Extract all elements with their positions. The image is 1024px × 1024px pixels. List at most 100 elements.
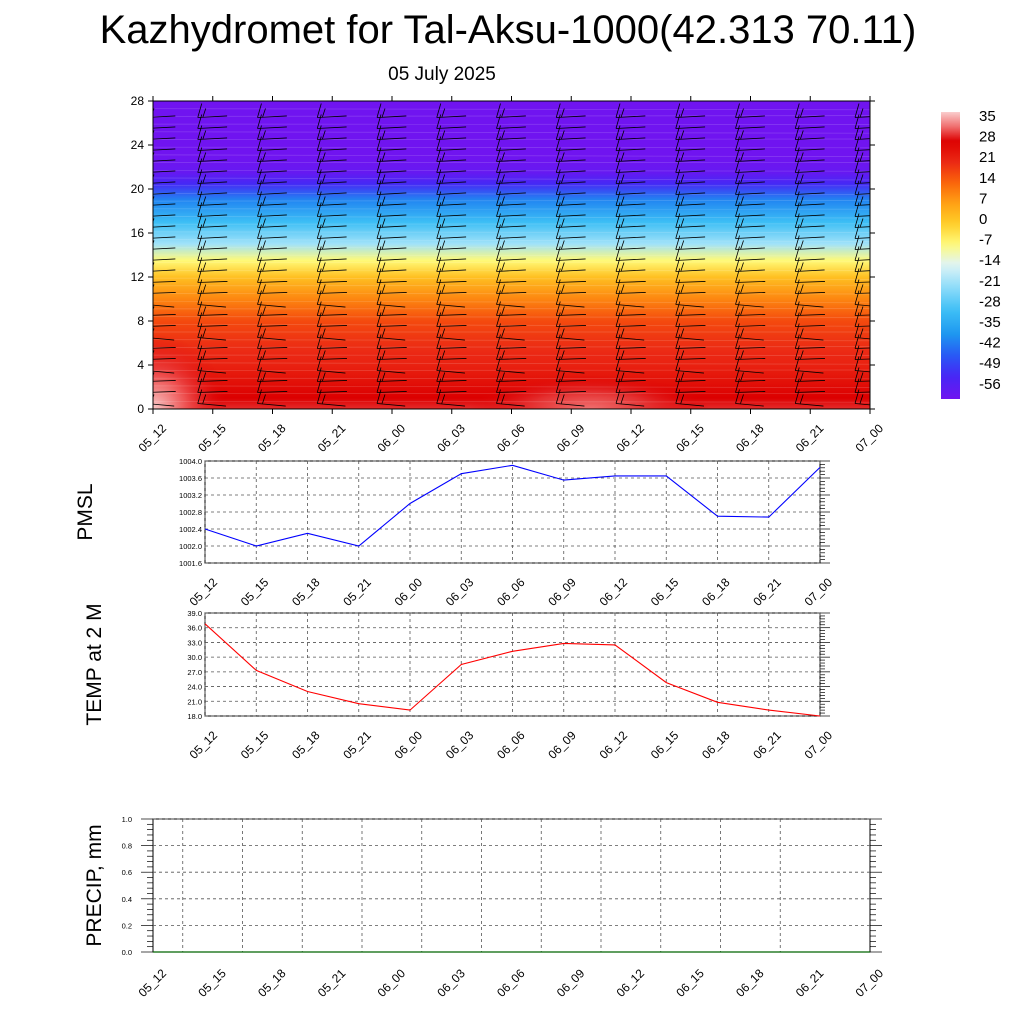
barb-flag	[376, 125, 382, 140]
barb-flag	[316, 323, 322, 338]
barb-flag	[316, 367, 322, 382]
barb-shaft	[257, 236, 287, 239]
barb-shaft	[496, 281, 527, 283]
barb-flag	[436, 191, 442, 206]
barb-flag	[197, 378, 203, 393]
barb-flag	[496, 257, 501, 272]
barb-flag	[854, 290, 860, 305]
y-tick-label: 36.0	[187, 624, 202, 633]
barb-flag	[202, 218, 207, 228]
barb-flag	[615, 103, 621, 118]
x-tick-label: 06_09	[545, 575, 579, 609]
barb-flag	[615, 323, 621, 338]
barb-shaft	[615, 337, 645, 341]
y-tick-label: 28	[131, 94, 145, 108]
barb-flag	[197, 202, 203, 217]
barb-flag	[680, 218, 685, 228]
barb-flag	[680, 262, 685, 272]
barb-flag	[854, 114, 860, 129]
x-tick-label: 05_15	[238, 728, 272, 762]
barb-flag	[202, 108, 207, 118]
barb-flag	[257, 290, 262, 305]
barb-flag	[675, 301, 681, 316]
barb-shaft	[795, 236, 825, 239]
barb-shaft	[496, 347, 527, 349]
barb-flag	[794, 213, 800, 228]
barb-shaft	[556, 325, 586, 327]
barb-shaft	[376, 170, 407, 173]
barb-flag	[197, 279, 203, 294]
barb-flag	[799, 350, 804, 360]
y-tick-label: 33.0	[187, 638, 202, 647]
barb-flag	[794, 125, 800, 140]
barb-flag	[321, 262, 326, 272]
barb-flag	[615, 378, 621, 393]
barb-shaft	[675, 337, 704, 341]
barb-shaft	[317, 126, 347, 129]
barb-flag	[555, 136, 561, 151]
barb-flag	[615, 301, 621, 316]
x-tick-label: 06_21	[793, 966, 827, 1000]
barb-flag	[740, 372, 744, 382]
barb-flag	[675, 158, 681, 173]
barb-flag	[615, 202, 621, 217]
barb-flag	[859, 130, 864, 140]
barb-shaft	[317, 391, 347, 393]
barb-shaft	[376, 258, 407, 261]
barb-flag	[146, 335, 150, 349]
barb-flag	[376, 257, 382, 272]
barb-flag	[146, 192, 150, 206]
barb-shaft	[197, 126, 228, 129]
barb-flag	[740, 394, 744, 404]
barb-flag	[381, 108, 386, 118]
barb-flag	[620, 196, 625, 206]
barb-flag	[257, 202, 262, 217]
barb-flag	[146, 148, 150, 162]
barb-flag	[146, 291, 150, 305]
barb-flag	[740, 130, 744, 140]
barb-shaft	[615, 126, 646, 129]
barb-flag	[262, 240, 266, 250]
barb-shaft	[615, 347, 646, 349]
pmsl-panel: 1001.6 1002.0 1002.4 1002.8 1003.2 1003.6 1004…	[74, 457, 835, 609]
x-tick-label: 06_03	[443, 728, 477, 762]
barb-shaft	[153, 247, 176, 250]
barb-flag	[735, 268, 740, 283]
barb-flag	[496, 202, 501, 217]
barb-flag	[197, 268, 203, 283]
barb-flag	[202, 328, 207, 338]
barb-flag	[501, 218, 505, 228]
barb-flag	[436, 301, 442, 316]
barb-shaft	[317, 304, 346, 308]
barb-flag	[436, 257, 442, 272]
barb-shaft	[675, 126, 706, 129]
barb-flag	[854, 257, 860, 272]
barb-flag	[555, 312, 561, 327]
barb-flag	[316, 202, 322, 217]
barb-flag	[794, 224, 800, 239]
barb-flag	[555, 191, 561, 206]
barb-flag	[436, 345, 442, 360]
barb-shaft	[795, 304, 824, 308]
barb-flag	[257, 114, 262, 129]
barb-flag	[859, 152, 864, 162]
precip-panel: 0.0 0.2 0.4 0.6 0.8 1.0 05_12 05_15 05_18 05_21 06…	[83, 815, 886, 1000]
barb-flag	[735, 158, 740, 173]
barb-flag	[799, 240, 804, 250]
barb-flag	[854, 301, 860, 316]
barb-flag	[854, 125, 860, 140]
barb-flag	[555, 334, 561, 349]
barb-shaft	[735, 258, 765, 261]
barb-flag	[794, 180, 800, 195]
barb-flag	[794, 169, 800, 184]
barb-flag	[197, 114, 203, 129]
barb-shaft	[556, 170, 586, 173]
barb-shaft	[436, 170, 467, 173]
barb-shaft	[376, 214, 407, 217]
barb-flag	[794, 301, 800, 316]
barb-flag	[441, 218, 446, 228]
barb-flag	[197, 235, 203, 250]
barb-flag	[501, 240, 505, 250]
barb-flag	[496, 334, 501, 349]
barb-flag	[257, 191, 262, 206]
